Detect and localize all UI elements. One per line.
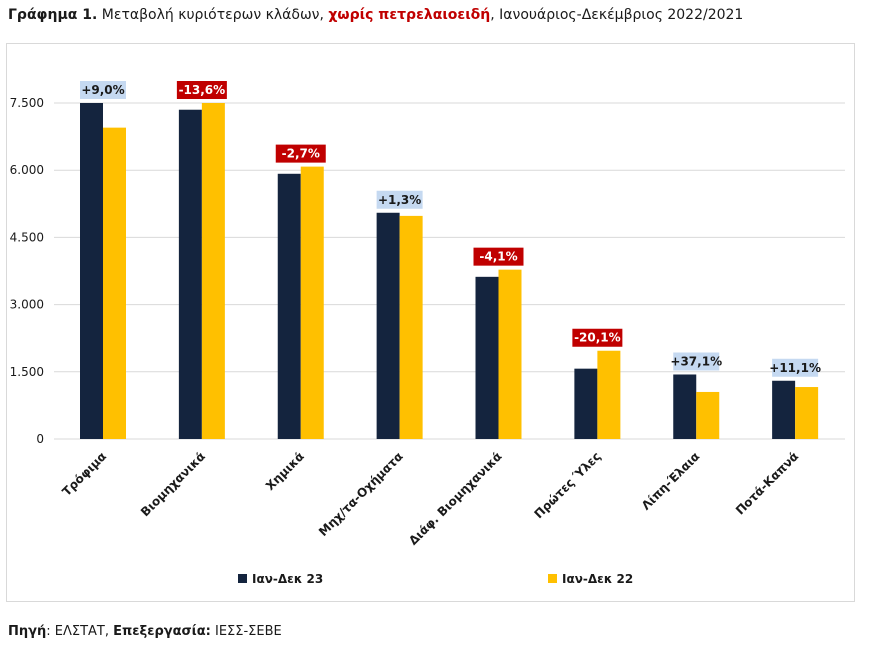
change-label: +37,1% xyxy=(670,354,722,368)
change-badge xyxy=(473,247,524,266)
title-highlight: χωρίς πετρελαιοειδή xyxy=(328,7,491,23)
legend-label: Ιαν-Δεκ 23 xyxy=(252,572,323,586)
change-badge xyxy=(772,358,819,377)
source-label: Πηγή xyxy=(8,624,47,639)
change-label: +9,0% xyxy=(81,83,124,97)
bar-series2 xyxy=(300,166,324,439)
title-part1: Μεταβολή κυριότερων κλάδων, xyxy=(97,7,329,23)
bar-chart: 0 1.500 3.000 4.500 6.000 7.500 +9,0% Τρόφιμα -1… xyxy=(10,81,845,586)
bar-series2 xyxy=(498,269,522,439)
legend-swatch xyxy=(548,574,557,583)
change-label: +1,3% xyxy=(378,193,421,207)
change-badge xyxy=(80,81,126,99)
source-text: : ΕΛΣΤΑΤ, xyxy=(46,624,114,639)
change-badge xyxy=(275,144,326,163)
change-label: -2,7% xyxy=(282,147,320,161)
y-tick-label: 6.000 xyxy=(10,163,44,177)
y-tick-label: 4.500 xyxy=(10,230,44,244)
bar-series1 xyxy=(574,368,598,439)
category-label: Βιομηχανικά xyxy=(138,449,208,519)
title-label: Γράφημα 1. xyxy=(8,7,98,23)
y-tick-label: 1.500 xyxy=(10,365,44,379)
bar-series2 xyxy=(795,387,819,439)
y-tick-label: 7.500 xyxy=(10,96,44,110)
change-label: -20,1% xyxy=(574,331,621,345)
change-label: -4,1% xyxy=(479,250,517,264)
legend-label: Ιαν-Δεκ 22 xyxy=(562,572,633,586)
change-badge xyxy=(572,328,623,347)
change-badge xyxy=(376,190,423,209)
y-tick-label: 3.000 xyxy=(10,298,44,312)
source-note: Πηγή: ΕΛΣΤΑΤ, Επεξεργασία: ΙΕΣΣ-ΣΕΒΕ xyxy=(8,624,282,639)
category-label: Πρώτες Ύλες xyxy=(531,449,603,521)
category-label: Διάφ. Βιομηχανικά xyxy=(406,449,505,548)
category-label: Ποτά-Καπνά xyxy=(733,449,801,517)
bar-series2 xyxy=(597,350,621,439)
change-badge xyxy=(673,352,720,371)
bar-series2 xyxy=(399,215,423,439)
bar-series1 xyxy=(376,212,400,439)
y-tick-label: 0 xyxy=(36,432,44,446)
bar-series2 xyxy=(696,391,720,439)
legend-swatch xyxy=(238,574,247,583)
change-badge xyxy=(176,81,227,99)
bar-series1 xyxy=(772,380,796,439)
processing-text: ΙΕΣΣ-ΣΕΒΕ xyxy=(210,624,282,639)
chart-frame xyxy=(6,43,855,602)
category-label: Μηχ/τα-Οχήματα xyxy=(316,449,406,539)
bar-series1 xyxy=(673,374,697,439)
processing-label: Επεξεργασία: xyxy=(113,624,211,639)
bar-series1 xyxy=(277,173,301,439)
category-label: Τρόφιμα xyxy=(60,449,110,499)
bar-series2 xyxy=(201,103,225,439)
bar-series1 xyxy=(178,109,202,439)
category-label: Λίπη-Έλαια xyxy=(639,449,703,513)
change-label: +11,1% xyxy=(769,361,821,375)
bar-series2 xyxy=(103,127,126,439)
bar-series1 xyxy=(80,103,103,439)
title-part2: , Ιανουάριος-Δεκέμβριος 2022/2021 xyxy=(490,7,744,23)
bar-series1 xyxy=(475,276,499,439)
change-label: -13,6% xyxy=(179,83,226,97)
chart-title: Γράφημα 1. Μεταβολή κυριότερων κλάδων, χ… xyxy=(8,7,743,23)
category-label: Χημικά xyxy=(263,449,307,493)
